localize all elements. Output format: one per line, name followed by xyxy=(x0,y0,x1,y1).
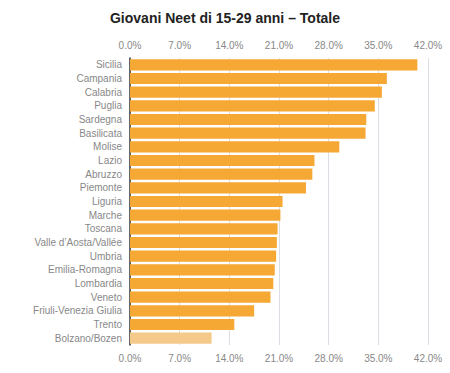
svg-text:0.0%: 0.0% xyxy=(119,40,142,51)
svg-text:Marche: Marche xyxy=(89,210,123,221)
svg-text:Lazio: Lazio xyxy=(98,155,122,166)
svg-text:14.0%: 14.0% xyxy=(215,40,243,51)
svg-text:Bolzano/Bozen: Bolzano/Bozen xyxy=(55,333,122,344)
svg-text:7.0%: 7.0% xyxy=(168,353,191,364)
svg-text:Sicilia: Sicilia xyxy=(96,59,123,70)
svg-text:14.0%: 14.0% xyxy=(215,353,243,364)
svg-text:35.0%: 35.0% xyxy=(364,353,392,364)
svg-text:Calabria: Calabria xyxy=(85,87,123,98)
svg-text:Friuli-Venezia Giulia: Friuli-Venezia Giulia xyxy=(33,305,122,316)
svg-text:Valle d’Aosta/Vallée: Valle d’Aosta/Vallée xyxy=(35,237,123,248)
svg-text:21.0%: 21.0% xyxy=(265,353,293,364)
svg-text:Puglia: Puglia xyxy=(94,100,122,111)
svg-text:Giovani Neet di 15-29 anni – T: Giovani Neet di 15-29 anni – Totale xyxy=(110,10,340,26)
svg-text:Basilicata: Basilicata xyxy=(79,128,122,139)
svg-text:35.0%: 35.0% xyxy=(364,40,392,51)
svg-text:28.0%: 28.0% xyxy=(314,40,342,51)
svg-text:42.0%: 42.0% xyxy=(414,353,442,364)
svg-text:Campania: Campania xyxy=(76,73,122,84)
svg-text:Sardegna: Sardegna xyxy=(79,114,123,125)
svg-text:Veneto: Veneto xyxy=(91,292,123,303)
svg-text:42.0%: 42.0% xyxy=(414,40,442,51)
svg-text:Umbria: Umbria xyxy=(90,251,123,262)
svg-text:Trento: Trento xyxy=(93,319,122,330)
svg-text:Toscana: Toscana xyxy=(85,223,123,234)
svg-text:0.0%: 0.0% xyxy=(119,353,142,364)
svg-text:Lombardia: Lombardia xyxy=(75,278,123,289)
svg-text:Piemonte: Piemonte xyxy=(80,182,123,193)
svg-text:Liguria: Liguria xyxy=(92,196,122,207)
svg-text:Molise: Molise xyxy=(93,141,122,152)
svg-text:Emilia-Romagna: Emilia-Romagna xyxy=(48,264,122,275)
svg-text:28.0%: 28.0% xyxy=(314,353,342,364)
svg-text:21.0%: 21.0% xyxy=(265,40,293,51)
svg-text:7.0%: 7.0% xyxy=(168,40,191,51)
svg-text:Abruzzo: Abruzzo xyxy=(85,169,122,180)
